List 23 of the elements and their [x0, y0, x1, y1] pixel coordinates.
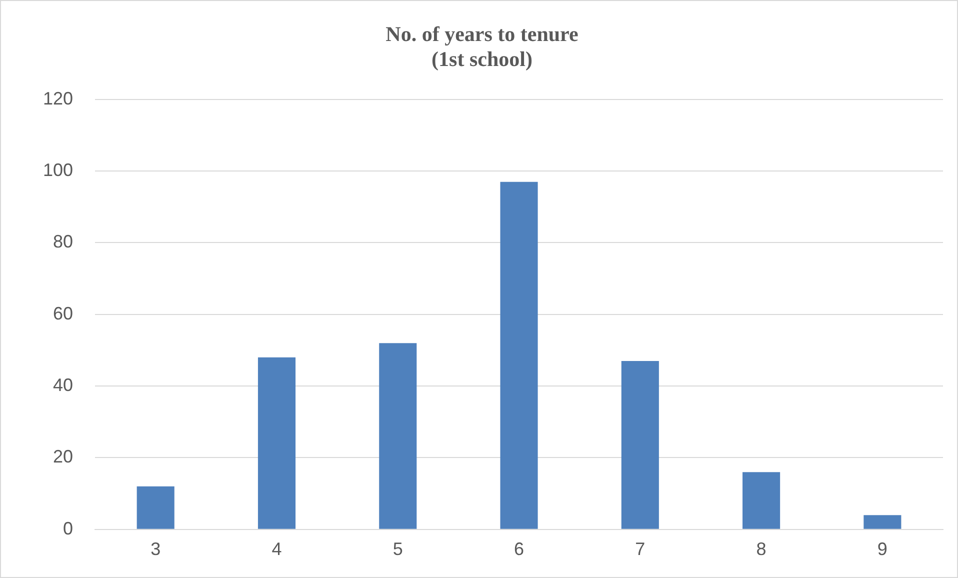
y-tick-label: 40	[53, 375, 74, 396]
x-tick-label: 4	[272, 539, 282, 560]
y-tick-label: 120	[42, 88, 74, 108]
y-tick-label: 100	[42, 160, 74, 180]
x-tick-label: 6	[514, 539, 524, 560]
x-tick-label: 5	[392, 539, 403, 560]
y-tick-label: 0	[63, 518, 74, 538]
y-tick-label: 60	[53, 303, 74, 324]
y-tick-label: 20	[53, 446, 74, 467]
bar	[864, 515, 902, 529]
x-tick-label: 8	[756, 539, 766, 560]
chart-title: No. of years to tenure	[386, 22, 578, 46]
bar	[258, 357, 296, 529]
bar	[379, 343, 417, 529]
x-tick-label: 3	[150, 539, 161, 560]
y-tick-label: 80	[53, 232, 74, 252]
bar	[621, 360, 659, 529]
bar	[136, 486, 174, 529]
chart-subtitle: (1st school)	[432, 47, 532, 72]
bar	[500, 182, 538, 529]
x-tick-label: 9	[877, 539, 888, 560]
x-tick-label: 7	[635, 539, 646, 560]
bar	[742, 472, 780, 529]
